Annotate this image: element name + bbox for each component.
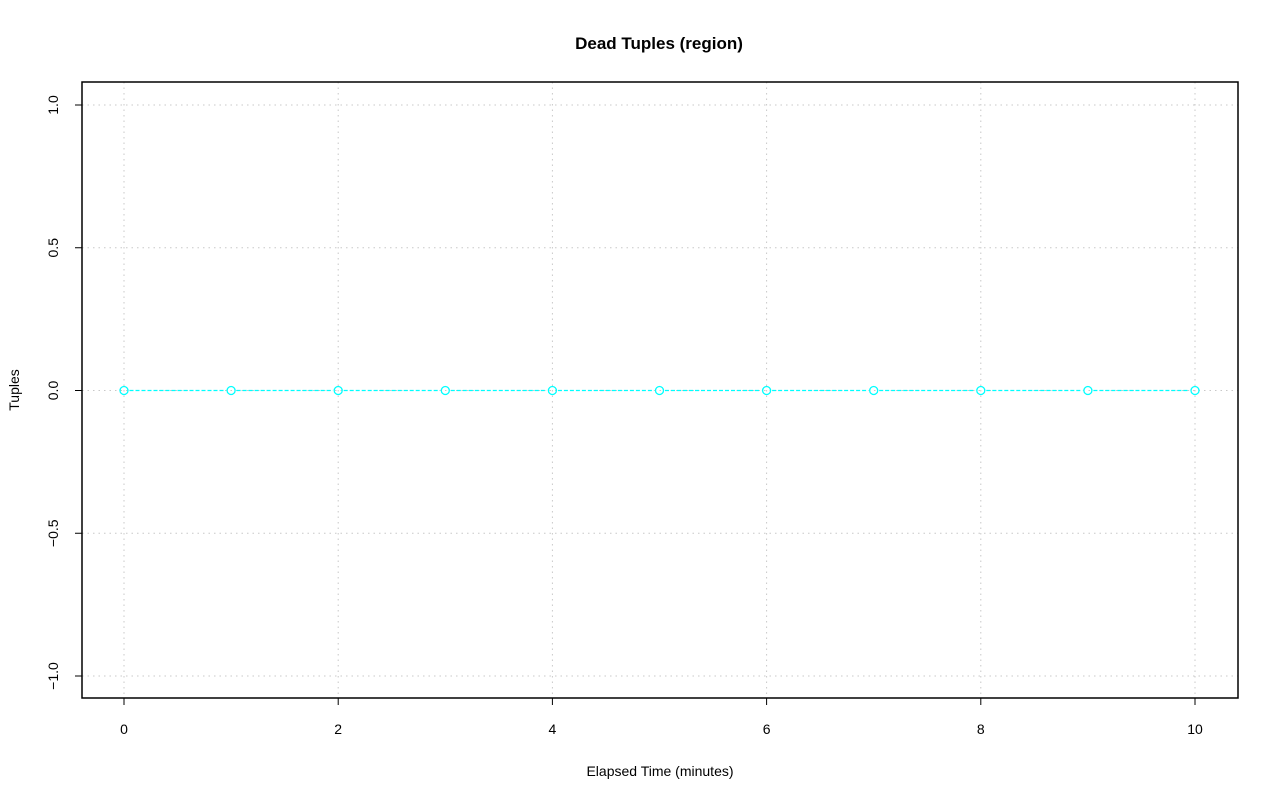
x-tick-label: 10	[1187, 721, 1203, 737]
y-tick-label: −0.5	[45, 519, 61, 547]
data-point	[226, 385, 236, 396]
x-axis-label: Elapsed Time (minutes)	[586, 763, 733, 779]
x-tick-label: 2	[334, 721, 342, 737]
y-axis-label: Tuples	[6, 369, 22, 411]
x-axis: 0 2 4 6 8 10	[120, 697, 1203, 737]
x-tick-label: 4	[549, 721, 557, 737]
y-tick-label: 0.0	[45, 381, 61, 401]
data-point	[976, 385, 986, 396]
y-tick-label: 0.5	[45, 238, 61, 258]
x-tick-label: 0	[120, 721, 128, 737]
y-axis: −1.0 −0.5 0.0 0.5 1.0	[45, 95, 82, 690]
data-point	[119, 385, 129, 396]
x-tick-label: 6	[763, 721, 771, 737]
data-point	[1083, 385, 1093, 396]
y-tick-label: 1.0	[45, 95, 61, 115]
series	[119, 385, 1200, 396]
data-point	[547, 385, 558, 396]
data-point	[1190, 385, 1200, 396]
data-point	[333, 385, 343, 396]
data-point	[761, 385, 772, 396]
data-point	[440, 385, 450, 396]
data-point	[654, 385, 665, 396]
x-tick-label: 8	[977, 721, 985, 737]
chart-title: Dead Tuples (region)	[575, 34, 743, 53]
data-point	[869, 385, 879, 396]
y-tick-label: −1.0	[45, 662, 61, 690]
